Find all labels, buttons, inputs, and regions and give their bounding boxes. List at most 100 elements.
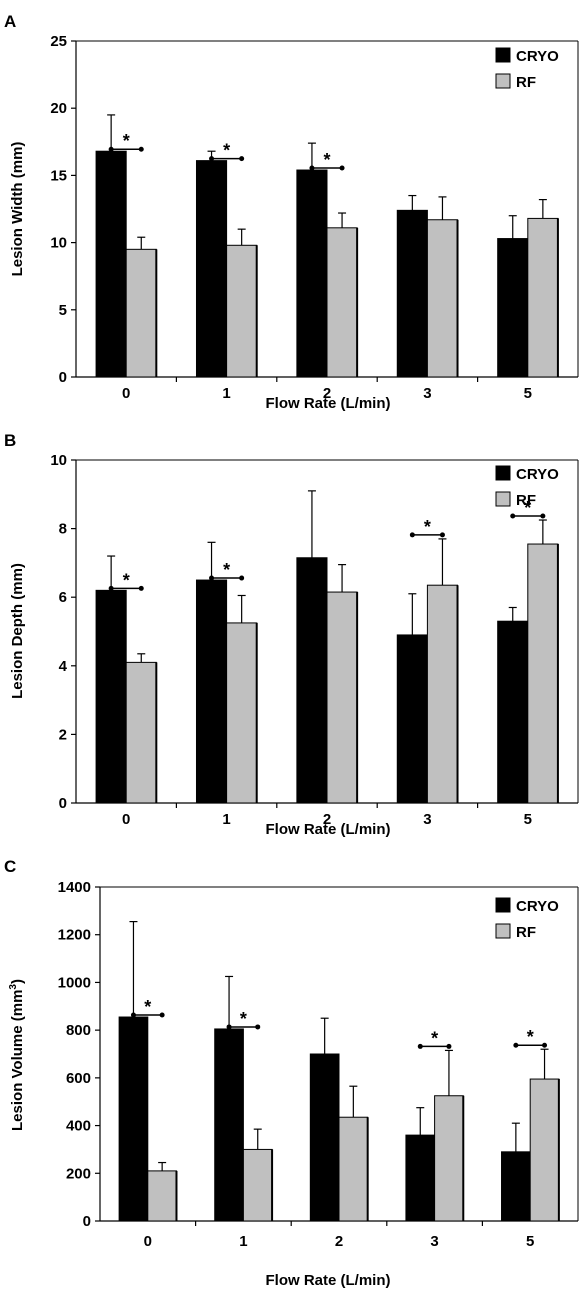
significance-bracket-end (513, 1042, 519, 1048)
bar-rf (242, 1148, 273, 1222)
legend-swatch-rf (495, 923, 511, 939)
significance-star: * (123, 570, 130, 590)
significance-bracket-end (239, 156, 245, 162)
y-tick-label: 1200 (58, 927, 91, 944)
bar-rf (226, 622, 258, 804)
significance-bracket-end (309, 165, 315, 171)
significance-bracket-end (226, 1024, 232, 1030)
legend-swatch-rf (495, 73, 511, 89)
x-tick-label: 1 (239, 1233, 247, 1250)
y-tick-label: 4 (59, 658, 68, 675)
y-tick-label: 10 (50, 235, 67, 252)
bar-rf (147, 1170, 177, 1222)
x-tick-label: 2 (323, 385, 331, 402)
significance-bracket-end (439, 532, 445, 538)
significance-star: * (144, 997, 151, 1017)
significance-bracket-end (255, 1024, 261, 1030)
significance-star: * (527, 1027, 534, 1047)
bar-rf (338, 1116, 369, 1222)
significance-bracket-end (417, 1043, 423, 1049)
x-tick-label: 3 (430, 1233, 438, 1250)
plot-area-a: 0 5 10 15 20 25 0 1 2 3 5 * * * CRYO RF (50, 33, 579, 402)
y-axis-label-c-main: Lesion Volume (mm (9, 990, 26, 1131)
significance-bracket-end (446, 1043, 452, 1049)
x-tick-label: 3 (423, 811, 431, 828)
y-tick-label: 400 (66, 1118, 91, 1135)
bar-cryo (296, 169, 328, 378)
bar-cryo (195, 160, 228, 378)
significance-bracket-end (409, 532, 415, 538)
legend-label-cryo: CRYO (516, 898, 559, 915)
bar-cryo (118, 1016, 149, 1222)
x-tick-label: 1 (222, 385, 230, 402)
x-tick-label: 2 (323, 811, 331, 828)
significance-star: * (223, 141, 230, 161)
y-tick-label: 6 (59, 589, 67, 606)
legend-swatch-cryo (495, 897, 511, 913)
significance-bracket-end (339, 165, 345, 171)
x-tick-label: 0 (122, 385, 130, 402)
y-axis-label-c: Lesion Volume (mm3) (8, 979, 26, 1131)
bar-cryo (95, 150, 127, 378)
bar-rf (434, 1095, 464, 1222)
bar-cryo (309, 1053, 340, 1222)
significance-bracket-end (239, 575, 245, 581)
significance-star: * (431, 1028, 438, 1048)
significance-bracket-end (108, 585, 114, 591)
y-tick-label: 25 (50, 33, 67, 50)
y-tick-label: 1000 (58, 974, 91, 991)
bar-cryo (296, 557, 328, 804)
bar-cryo (396, 209, 428, 378)
x-tick-label: 5 (524, 811, 532, 828)
y-tick-label: 0 (59, 795, 67, 812)
x-axis-label-b: Flow Rate (L/min) (266, 821, 391, 838)
y-tick-label: 800 (66, 1022, 91, 1039)
panel-label-c: C (4, 857, 16, 876)
bar-rf (529, 1078, 560, 1222)
y-tick-label: 8 (59, 521, 67, 538)
x-tick-label: 3 (423, 385, 431, 402)
bar-cryo (497, 238, 529, 378)
y-tick-label: 1400 (58, 879, 91, 896)
significance-bracket-end (540, 513, 546, 519)
panel-c: C Lesion Volume (mm3) Flow Rate (L/min) … (4, 857, 579, 1289)
bar-cryo (195, 579, 228, 804)
x-tick-label: 1 (222, 811, 230, 828)
bar-cryo (501, 1151, 531, 1222)
bar-cryo (497, 620, 529, 804)
bar-cryo (405, 1134, 436, 1222)
legend-label-rf: RF (516, 74, 536, 91)
significance-star: * (524, 498, 531, 518)
bar-rf (527, 217, 559, 378)
significance-star: * (323, 150, 330, 170)
y-tick-label: 15 (50, 167, 67, 184)
x-tick-label: 5 (526, 1233, 534, 1250)
y-axis-label-c-suffix: ) (9, 979, 26, 984)
y-tick-label: 200 (66, 1165, 91, 1182)
legend-label-rf: RF (516, 492, 536, 509)
x-axis-label-a: Flow Rate (L/min) (266, 395, 391, 412)
y-tick-label: 20 (50, 100, 67, 117)
panel-b: B Lesion Depth (mm) Flow Rate (L/min) 0 2… (4, 431, 579, 838)
significance-bracket-end (542, 1042, 548, 1048)
bar-cryo (95, 589, 127, 804)
bar-rf (226, 244, 258, 378)
panel-label-a: A (4, 12, 16, 31)
plot-area-c: 0 200 400 600 800 1000 1200 1400 0 1 2 3 5 * * * * CRYO RF (58, 879, 579, 1250)
significance-star: * (123, 131, 130, 151)
y-axis-label-a: Lesion Width (mm) (9, 142, 26, 277)
y-axis-label-c-sup: 3 (8, 984, 19, 990)
x-tick-label: 0 (144, 1233, 152, 1250)
bar-rf (527, 543, 559, 804)
legend-label-cryo: CRYO (516, 466, 559, 483)
significance-bracket-end (159, 1012, 165, 1018)
bar-rf (326, 227, 358, 378)
bar-rf (125, 248, 157, 378)
legend-swatch-cryo (495, 465, 511, 481)
significance-bracket-end (510, 513, 516, 519)
y-tick-label: 0 (59, 369, 67, 386)
bar-rf (125, 661, 157, 804)
significance-bracket-end (209, 575, 215, 581)
bar-rf (426, 584, 459, 804)
